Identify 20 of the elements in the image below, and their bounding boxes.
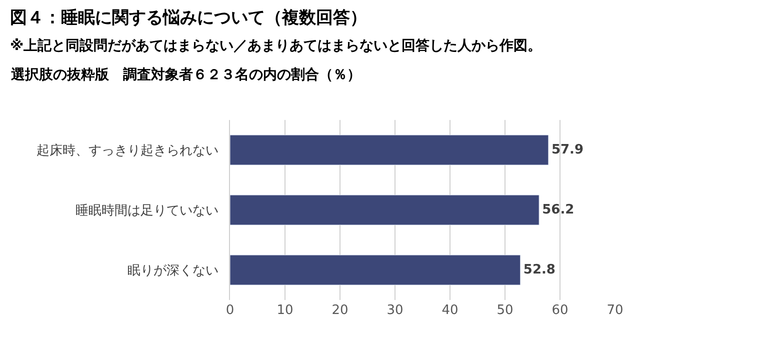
x-tick-label: 70 <box>606 303 624 318</box>
bar <box>230 254 521 286</box>
x-tick-label: 30 <box>386 303 404 318</box>
x-tick-label: 40 <box>442 303 458 318</box>
text: 選択肢の抜粋版 調査対象者６２３名の内の割合（％） <box>10 66 361 83</box>
chart-title: 図４：睡眠に関する悩みについて（複数回答） <box>10 8 367 28</box>
x-tick-label: 50 <box>496 303 514 318</box>
y-tick-label: 睡眠時間は足りていない <box>75 204 218 219</box>
chart-subtitle: ※上記と同設問だがあてはまらない／あまりあてはまらないと回答した人から作図。 <box>10 38 542 54</box>
bar <box>230 134 549 166</box>
data-label: 57.9 <box>551 142 584 158</box>
x-tick-label: 20 <box>332 303 348 318</box>
y-tick-label: 眠りが深くない <box>127 264 218 279</box>
data-label: 52.8 <box>523 262 556 278</box>
bar <box>230 194 540 226</box>
x-tick-label: 60 <box>552 303 568 318</box>
y-tick-label: 起床時、すっきり起きられない <box>36 144 218 159</box>
data-label: 56.2 <box>542 202 574 218</box>
x-tick-label: 10 <box>276 303 294 318</box>
x-tick-label: 0 <box>226 303 234 318</box>
